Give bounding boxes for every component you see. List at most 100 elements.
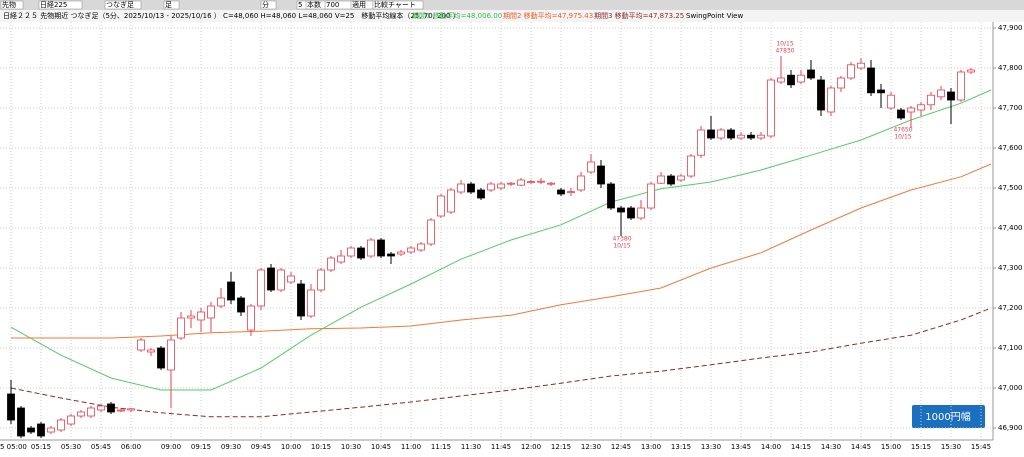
candle-body xyxy=(817,79,825,111)
annotation: 47830 xyxy=(775,48,794,55)
swing-text: SwingPoint View xyxy=(686,12,743,20)
candle-body xyxy=(877,89,885,94)
candle-body xyxy=(697,129,705,156)
toolbar-item[interactable]: 5 xyxy=(298,1,302,9)
candle-body xyxy=(487,183,495,191)
candle-body xyxy=(537,180,545,183)
toolbar-item[interactable]: 本数 xyxy=(307,0,321,9)
candle-body xyxy=(727,129,735,139)
candle-body xyxy=(377,239,385,257)
candle-body xyxy=(907,107,915,113)
candle-body xyxy=(407,247,415,253)
candle-body xyxy=(707,129,715,139)
candle-body xyxy=(527,181,535,184)
candle-body xyxy=(187,315,195,319)
candle-body xyxy=(87,407,95,417)
x-tick-label: 10:30 xyxy=(341,443,361,451)
toolbar-item[interactable]: 700 xyxy=(326,1,339,9)
x-tick-label: 14:45 xyxy=(851,443,871,451)
candle-body xyxy=(607,183,615,209)
button-label[interactable]: 1000円幅 xyxy=(925,410,970,423)
candle-body xyxy=(127,408,135,411)
candle-body xyxy=(367,239,375,257)
x-tick-label: 11:45 xyxy=(491,443,511,451)
candle-body xyxy=(767,79,775,137)
candle-body xyxy=(327,257,335,271)
x-tick-label: 05:15 xyxy=(31,443,51,451)
x-tick-label: 09:30 xyxy=(221,443,241,451)
toolbar xyxy=(0,0,1024,10)
y-tick-label: 46,900 xyxy=(998,424,1023,432)
annotation: 10/15 xyxy=(776,41,793,48)
toolbar-item[interactable]: 比較チャート xyxy=(374,0,416,9)
x-tick-label: 09:45 xyxy=(251,443,271,451)
x-tick-label: 12:45 xyxy=(611,443,631,451)
candle-body xyxy=(757,134,765,139)
x-tick-label: 05:30 xyxy=(61,443,81,451)
toolbar-field xyxy=(260,0,277,10)
x-tick-label: 12:15 xyxy=(551,443,571,451)
candle-body xyxy=(737,134,745,139)
y-tick-label: 47,200 xyxy=(998,304,1023,312)
candle-body xyxy=(77,411,85,417)
candle-body xyxy=(277,269,285,291)
toolbar-item[interactable]: 先物 xyxy=(2,0,16,9)
x-tick-label: 15:15 xyxy=(911,443,931,451)
toolbar-item[interactable]: 適用 xyxy=(352,0,366,9)
moving-average xyxy=(10,89,992,391)
x-tick-label: 10:00 xyxy=(281,443,301,451)
ma-text: 期間3 移動平均=47,873.25 xyxy=(594,11,684,20)
toolbar-field xyxy=(0,0,24,10)
candle-body xyxy=(107,403,115,413)
x-tick-label: 12:30 xyxy=(581,443,601,451)
candle-body xyxy=(517,179,525,186)
candle-body xyxy=(17,407,25,437)
x-tick-label: 12:00 xyxy=(521,443,541,451)
candle-body xyxy=(807,69,815,79)
candle-body xyxy=(157,347,165,369)
toolbar-field xyxy=(104,0,142,10)
x-tick-label: 14:30 xyxy=(821,443,841,451)
candle-body xyxy=(837,77,845,89)
candle-body xyxy=(507,182,515,185)
candle-body xyxy=(967,69,975,73)
x-tick-label: 09:15 xyxy=(191,443,211,451)
candle-body xyxy=(217,297,225,307)
candle-body xyxy=(917,104,925,111)
x-tick-label: 11:15 xyxy=(431,443,451,451)
candle-body xyxy=(667,175,675,185)
y-tick-label: 47,800 xyxy=(998,64,1023,72)
button[interactable] xyxy=(912,405,985,428)
candle-body xyxy=(147,349,155,353)
toolbar-item[interactable]: 足 xyxy=(165,1,172,9)
y-tick-label: 47,000 xyxy=(998,384,1023,392)
candle-body xyxy=(417,243,425,251)
candle-body xyxy=(597,165,605,185)
moving-average xyxy=(10,307,992,418)
y-tick-label: 47,300 xyxy=(998,264,1023,272)
toolbar-item[interactable]: 日経225 xyxy=(40,0,67,9)
toolbar-item[interactable]: つなぎ足 xyxy=(106,0,134,9)
x-tick-label: 15:00 xyxy=(881,443,901,451)
candle-body xyxy=(497,183,505,189)
candle-body xyxy=(577,175,585,191)
toolbar-item[interactable]: 分 xyxy=(262,0,269,9)
candle-body xyxy=(27,427,35,433)
candle-body xyxy=(857,62,865,69)
candle-body xyxy=(797,74,805,83)
candle-body xyxy=(467,183,475,193)
candle-body xyxy=(897,109,905,119)
candle-body xyxy=(297,283,305,317)
candle-body xyxy=(867,67,875,94)
toolbar-field xyxy=(372,0,424,10)
x-tick-label: 09:00 xyxy=(161,443,181,451)
candle-body xyxy=(677,175,685,181)
y-tick-label: 47,700 xyxy=(998,104,1023,112)
x-tick-label: 05:45 xyxy=(91,443,111,451)
candle-body xyxy=(657,175,665,184)
candle-body xyxy=(117,409,125,412)
x-tick-label: 10:45 xyxy=(371,443,391,451)
candle-body xyxy=(357,247,365,259)
candle-body xyxy=(287,275,295,283)
